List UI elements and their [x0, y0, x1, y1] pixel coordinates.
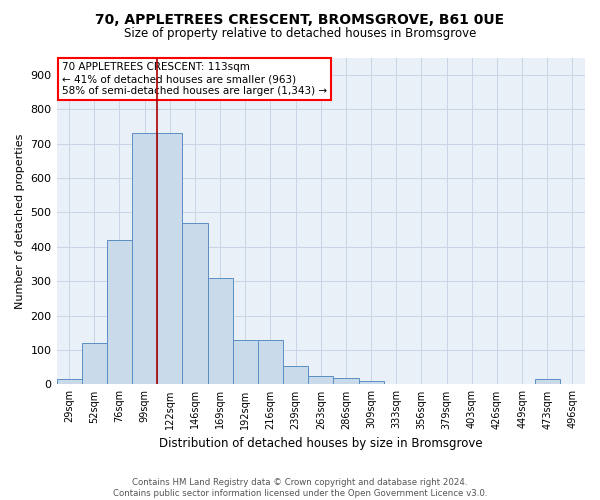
- X-axis label: Distribution of detached houses by size in Bromsgrove: Distribution of detached houses by size …: [159, 437, 482, 450]
- Bar: [334, 378, 359, 384]
- Text: Contains HM Land Registry data © Crown copyright and database right 2024.
Contai: Contains HM Land Registry data © Crown c…: [113, 478, 487, 498]
- Y-axis label: Number of detached properties: Number of detached properties: [15, 134, 25, 308]
- Bar: [56, 380, 82, 384]
- Bar: [182, 222, 208, 384]
- Bar: [359, 381, 383, 384]
- Bar: [258, 340, 283, 384]
- Bar: [157, 133, 182, 384]
- Text: Size of property relative to detached houses in Bromsgrove: Size of property relative to detached ho…: [124, 28, 476, 40]
- Bar: [308, 376, 334, 384]
- Bar: [233, 340, 258, 384]
- Bar: [82, 343, 107, 384]
- Bar: [107, 240, 132, 384]
- Bar: [132, 133, 157, 384]
- Bar: [535, 380, 560, 384]
- Text: 70 APPLETREES CRESCENT: 113sqm
← 41% of detached houses are smaller (963)
58% of: 70 APPLETREES CRESCENT: 113sqm ← 41% of …: [62, 62, 327, 96]
- Text: 70, APPLETREES CRESCENT, BROMSGROVE, B61 0UE: 70, APPLETREES CRESCENT, BROMSGROVE, B61…: [95, 12, 505, 26]
- Bar: [283, 366, 308, 384]
- Bar: [208, 278, 233, 384]
